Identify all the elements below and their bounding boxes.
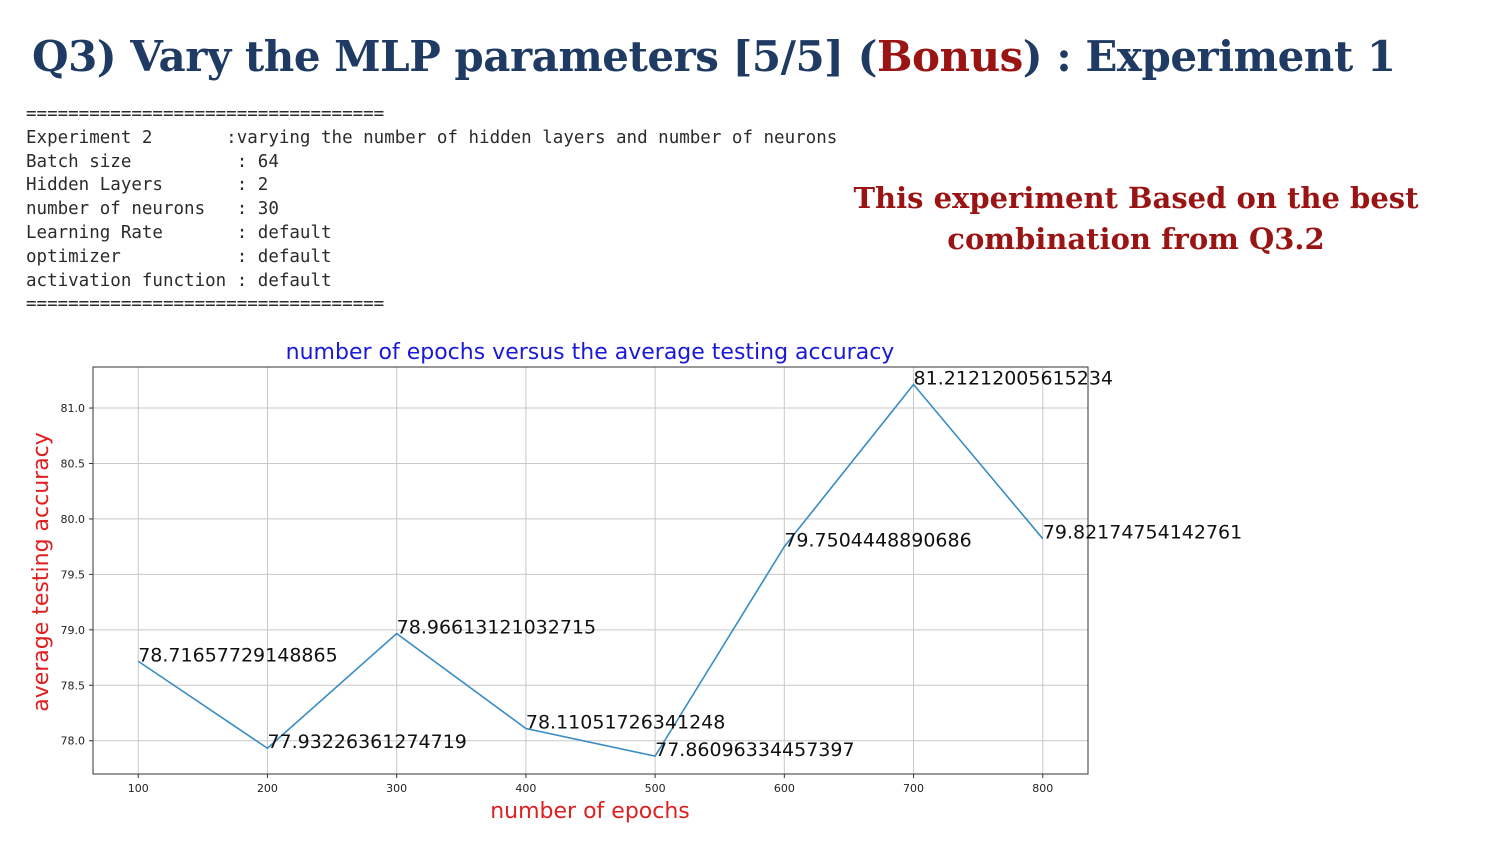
data-label: 78.71657729148865 xyxy=(138,644,337,666)
y-tick-label: 81.0 xyxy=(61,402,86,415)
config-separator-top: ================================== xyxy=(26,104,385,124)
data-label: 81.21212005615234 xyxy=(914,368,1113,390)
y-axis-label: average testing accuracy xyxy=(29,432,54,712)
y-tick-label: 79.0 xyxy=(61,624,86,637)
experiment-note: This experiment Based on the best combin… xyxy=(853,181,1419,256)
x-tick-label: 200 xyxy=(257,782,278,795)
x-tick-label: 500 xyxy=(645,782,666,795)
plot-frame xyxy=(92,366,1089,775)
config-line-experiment: Experiment 2 :varying the number of hidd… xyxy=(26,127,838,148)
x-axis-ticks: 100 200 300 400 500 600 700 800 xyxy=(128,774,1053,795)
data-label: 79.7504448890686 xyxy=(784,530,971,552)
x-tick-label: 300 xyxy=(386,782,407,795)
y-tick-label: 78.0 xyxy=(61,735,86,748)
config-line-learning-rate: Learning Rate : default xyxy=(26,222,332,243)
config-line-hidden-layers: Hidden Layers : 2 xyxy=(26,175,269,196)
chart-title: number of epochs versus the average test… xyxy=(286,340,895,365)
x-axis-label: number of epochs xyxy=(490,799,690,824)
chart-grid xyxy=(93,367,1088,774)
data-labels: 78.71657729148865 77.93226361274719 78.966… xyxy=(138,368,1242,762)
config-line-optimizer: optimizer : default xyxy=(26,246,332,267)
y-tick-label: 78.5 xyxy=(61,679,86,692)
config-separator-bottom: ================================== xyxy=(26,294,385,315)
title-bonus: Bonus xyxy=(877,32,1023,81)
y-tick-label: 80.0 xyxy=(61,513,86,526)
slide-title: Q3) Vary the MLP parameters [5/5] (Bonus… xyxy=(32,32,1396,81)
title-suffix: ) : Experiment 1 xyxy=(1022,32,1396,81)
data-label: 77.86096334457397 xyxy=(655,739,854,761)
y-tick-label: 80.5 xyxy=(61,457,86,470)
experiment-config: ================================== Exper… xyxy=(26,103,837,317)
data-label: 77.93226361274719 xyxy=(267,731,466,753)
data-label: 78.96613121032715 xyxy=(397,617,596,639)
config-line-batch-size: Batch size : 64 xyxy=(26,151,279,172)
y-tick-label: 79.5 xyxy=(61,568,86,581)
series-line xyxy=(137,383,1044,758)
title-prefix: Q3) Vary the MLP parameters [5/5] ( xyxy=(32,32,878,81)
y-axis-ticks: 78.0 78.5 79.0 79.5 80.0 80.5 81.0 xyxy=(61,402,93,748)
x-tick-label: 100 xyxy=(128,782,149,795)
x-tick-label: 600 xyxy=(774,782,795,795)
x-tick-label: 800 xyxy=(1032,782,1053,795)
config-line-activation: activation function : default xyxy=(26,270,332,291)
config-line-neurons: number of neurons : 30 xyxy=(26,199,279,220)
line-chart: number of epochs versus the average test… xyxy=(29,340,1242,824)
x-tick-label: 400 xyxy=(515,782,536,795)
data-label: 78.11051726341248 xyxy=(526,711,725,733)
data-label: 79.82174754142761 xyxy=(1043,522,1242,544)
x-tick-label: 700 xyxy=(903,782,924,795)
